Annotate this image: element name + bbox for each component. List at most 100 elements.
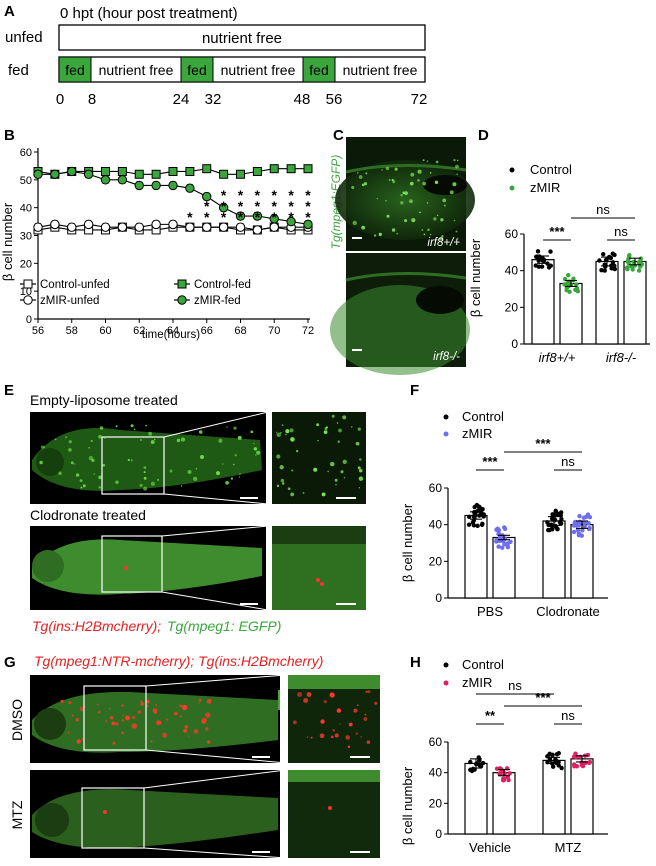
fed-segment xyxy=(302,56,336,83)
fluorescent-cell xyxy=(105,720,108,723)
fluorescent-cell xyxy=(302,491,305,494)
micrograph-dmso-zoom xyxy=(288,675,380,763)
bar-chart: 0 20 40 60 Vehicle MTZ ** ns *** ns xyxy=(429,678,608,855)
x-tick-label: 64 xyxy=(167,325,179,337)
tick-label: 56 xyxy=(326,91,343,108)
data-dot xyxy=(505,543,510,548)
fluorescent-cell xyxy=(139,483,143,487)
y-tick-label: 0 xyxy=(26,314,32,326)
panel-g: G Tg(mpeg1:NTR-mcherry); Tg(ins:H2Bmcher… xyxy=(4,653,380,859)
fluorescent-cell xyxy=(145,424,147,427)
fluorescent-cell xyxy=(143,466,147,470)
micrograph-mtz-zoom xyxy=(288,770,380,858)
fluorescent-cell xyxy=(357,466,361,470)
fluorescent-cell xyxy=(205,714,207,716)
fluorescent-cell xyxy=(180,485,183,487)
fluorescent-cell xyxy=(452,182,457,187)
y-tick-label: 40 xyxy=(20,203,32,215)
data-point xyxy=(303,164,313,174)
micrograph-wildtype: irf8+/+ xyxy=(335,137,475,251)
zoom-box xyxy=(101,535,163,593)
bar xyxy=(464,762,488,835)
data-point xyxy=(101,166,110,176)
fluorescent-cell xyxy=(422,181,427,186)
zoom-line xyxy=(163,411,269,438)
fluorescent-cell xyxy=(109,715,114,720)
panel-h: H β cell number Control zMIR 0 20 40 60 Vehi… xyxy=(400,654,608,855)
fluorescent-cell xyxy=(253,442,255,445)
significance-star: * xyxy=(288,198,294,214)
data-dot xyxy=(574,282,579,287)
fluorescent-cell xyxy=(319,733,325,739)
fluorescent-cell xyxy=(388,179,391,182)
y-tick-label: 40 xyxy=(429,766,443,780)
fluorescent-cell xyxy=(115,480,119,484)
data-point xyxy=(83,219,94,230)
treatment-label: Clodronate treated xyxy=(30,507,146,523)
y-tick-label: 10 xyxy=(20,286,32,298)
fluorescent-cell xyxy=(71,714,74,717)
transgene-label-red: Tg(mpeg1:NTR-mcherry); Tg(ins:H2Bmcherry… xyxy=(34,653,323,669)
tick-label: 8 xyxy=(88,91,96,108)
fluorescent-cell xyxy=(287,487,291,491)
fluorescent-cell xyxy=(443,204,446,207)
fluorescent-cell xyxy=(342,415,347,420)
fluorescent-cell xyxy=(321,492,326,497)
data-dot xyxy=(562,282,567,287)
panel-e: E Empty-liposome treated Clodronate trea… xyxy=(4,382,366,634)
data-dot xyxy=(549,516,555,521)
treatment-label: DMSO xyxy=(9,699,25,741)
fluorescent-cell xyxy=(392,180,396,184)
fluorescent-cell xyxy=(201,719,207,724)
data-point xyxy=(269,164,279,174)
category-label: PBS xyxy=(477,604,503,619)
fluorescent-cell xyxy=(68,440,72,444)
legend-label: Control xyxy=(462,657,504,672)
fluorescent-cell xyxy=(276,484,280,487)
chart-legend: Control zMIR xyxy=(443,409,504,441)
category-label: Clodronate xyxy=(536,604,600,619)
fluorescent-cell xyxy=(198,702,200,704)
fluorescent-cell xyxy=(195,468,198,470)
fluorescent-cell xyxy=(104,437,106,439)
significance-star: * xyxy=(238,209,244,225)
data-dot xyxy=(535,249,541,254)
fluorescent-cell xyxy=(385,200,387,202)
data-dot xyxy=(587,514,593,520)
y-tick-label: 0 xyxy=(435,591,442,605)
bar xyxy=(623,260,647,345)
fluorescent-cell xyxy=(339,723,341,725)
fluorescent-cell xyxy=(130,424,134,428)
x-tick-label: 56 xyxy=(32,325,44,337)
y-tick-label: 60 xyxy=(429,735,443,749)
fluorescent-cell xyxy=(255,454,257,456)
data-dot xyxy=(468,759,473,765)
transgene-label-green: Tg(mpeg1: EGFP) xyxy=(167,618,281,634)
chart-legend: Control zMIR xyxy=(509,162,572,195)
data-dot xyxy=(480,760,486,766)
data-dot xyxy=(555,526,560,532)
data-dot xyxy=(580,528,585,533)
data-dot xyxy=(549,522,554,527)
data-dot xyxy=(494,527,499,532)
data-dot xyxy=(580,763,586,769)
fluorescent-cell xyxy=(180,437,186,442)
legend-item-zmir-fed: zMIR-fed xyxy=(174,295,241,307)
fluorescent-cell xyxy=(140,700,143,703)
fluorescent-cell xyxy=(411,218,416,223)
zoom-line xyxy=(163,493,269,505)
data-dot xyxy=(556,763,561,768)
micrograph-empty-liposome xyxy=(30,411,269,505)
fluorescent-cell xyxy=(421,228,424,231)
fluorescent-cell xyxy=(400,194,403,197)
macrophage-signal xyxy=(60,698,212,745)
fluorescent-cell xyxy=(131,723,137,729)
fluorescent-cell xyxy=(404,191,408,195)
data-dot xyxy=(550,512,555,517)
data-dot xyxy=(610,260,616,265)
data-dot xyxy=(501,777,507,783)
fluorescent-cell xyxy=(353,708,358,713)
fluorescent-cell xyxy=(280,478,285,483)
fluorescent-cell xyxy=(207,740,211,744)
fluorescent-cell xyxy=(285,433,287,436)
